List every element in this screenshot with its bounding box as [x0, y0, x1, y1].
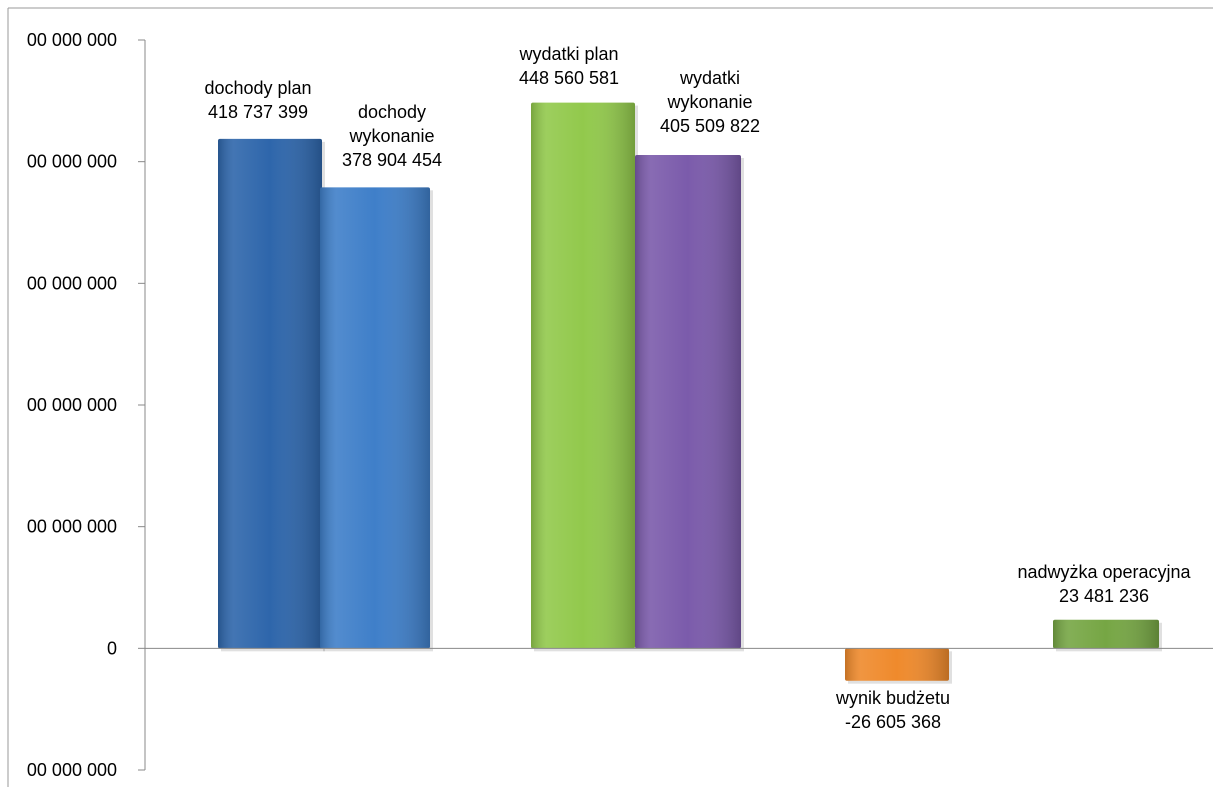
y-tick-label: 00 000 000: [27, 30, 117, 50]
data-label: nadwyżka operacyjna 23 481 236: [1017, 562, 1191, 606]
data-label-line: wynik budżetu: [835, 688, 950, 708]
data-label-line: wydatki plan: [518, 44, 618, 64]
y-tick-label: 0: [107, 638, 117, 658]
bar-shading: [1053, 619, 1159, 649]
data-labels-group: dochody plan 418 737 399 dochody wykonanie 3…: [204, 44, 1191, 732]
data-label-line: wykonanie: [348, 126, 434, 146]
data-label-line: 418 737 399: [208, 102, 308, 122]
y-tick-label: 00 000 000: [27, 152, 117, 172]
bar-shading: [320, 187, 430, 649]
data-label-line: 448 560 581: [519, 68, 619, 88]
data-label: wydatki plan 448 560 581: [518, 44, 619, 88]
data-label-line: wykonanie: [666, 92, 752, 112]
bar-shading: [531, 102, 635, 649]
data-label-line: nadwyżka operacyjna: [1017, 562, 1191, 582]
data-label-line: 23 481 236: [1059, 586, 1149, 606]
bar-shading: [845, 648, 949, 681]
data-label-line: 405 509 822: [660, 116, 760, 136]
data-label: dochody plan 418 737 399: [204, 78, 311, 122]
bar-shading: [635, 154, 741, 649]
data-label-line: dochody: [358, 102, 426, 122]
y-tick-label: 00 000 000: [27, 760, 117, 780]
data-label: dochody wykonanie 378 904 454: [342, 102, 442, 170]
data-label-line: -26 605 368: [845, 712, 941, 732]
y-tick-label: 00 000 000: [27, 517, 117, 537]
y-axis: 00 000 000 0 00 000 000 00 000 000 00 000 00…: [27, 30, 146, 780]
bars-group: [218, 102, 1162, 684]
data-label-line: dochody plan: [204, 78, 311, 98]
bar-shading: [218, 138, 322, 649]
y-tick-label: 00 000 000: [27, 273, 117, 293]
data-label: wynik budżetu -26 605 368: [835, 688, 950, 732]
data-label-line: 378 904 454: [342, 150, 442, 170]
y-tick-label: 00 000 000: [27, 395, 117, 415]
data-label: wydatki wykonanie 405 509 822: [660, 68, 760, 136]
data-label-line: wydatki: [679, 68, 740, 88]
